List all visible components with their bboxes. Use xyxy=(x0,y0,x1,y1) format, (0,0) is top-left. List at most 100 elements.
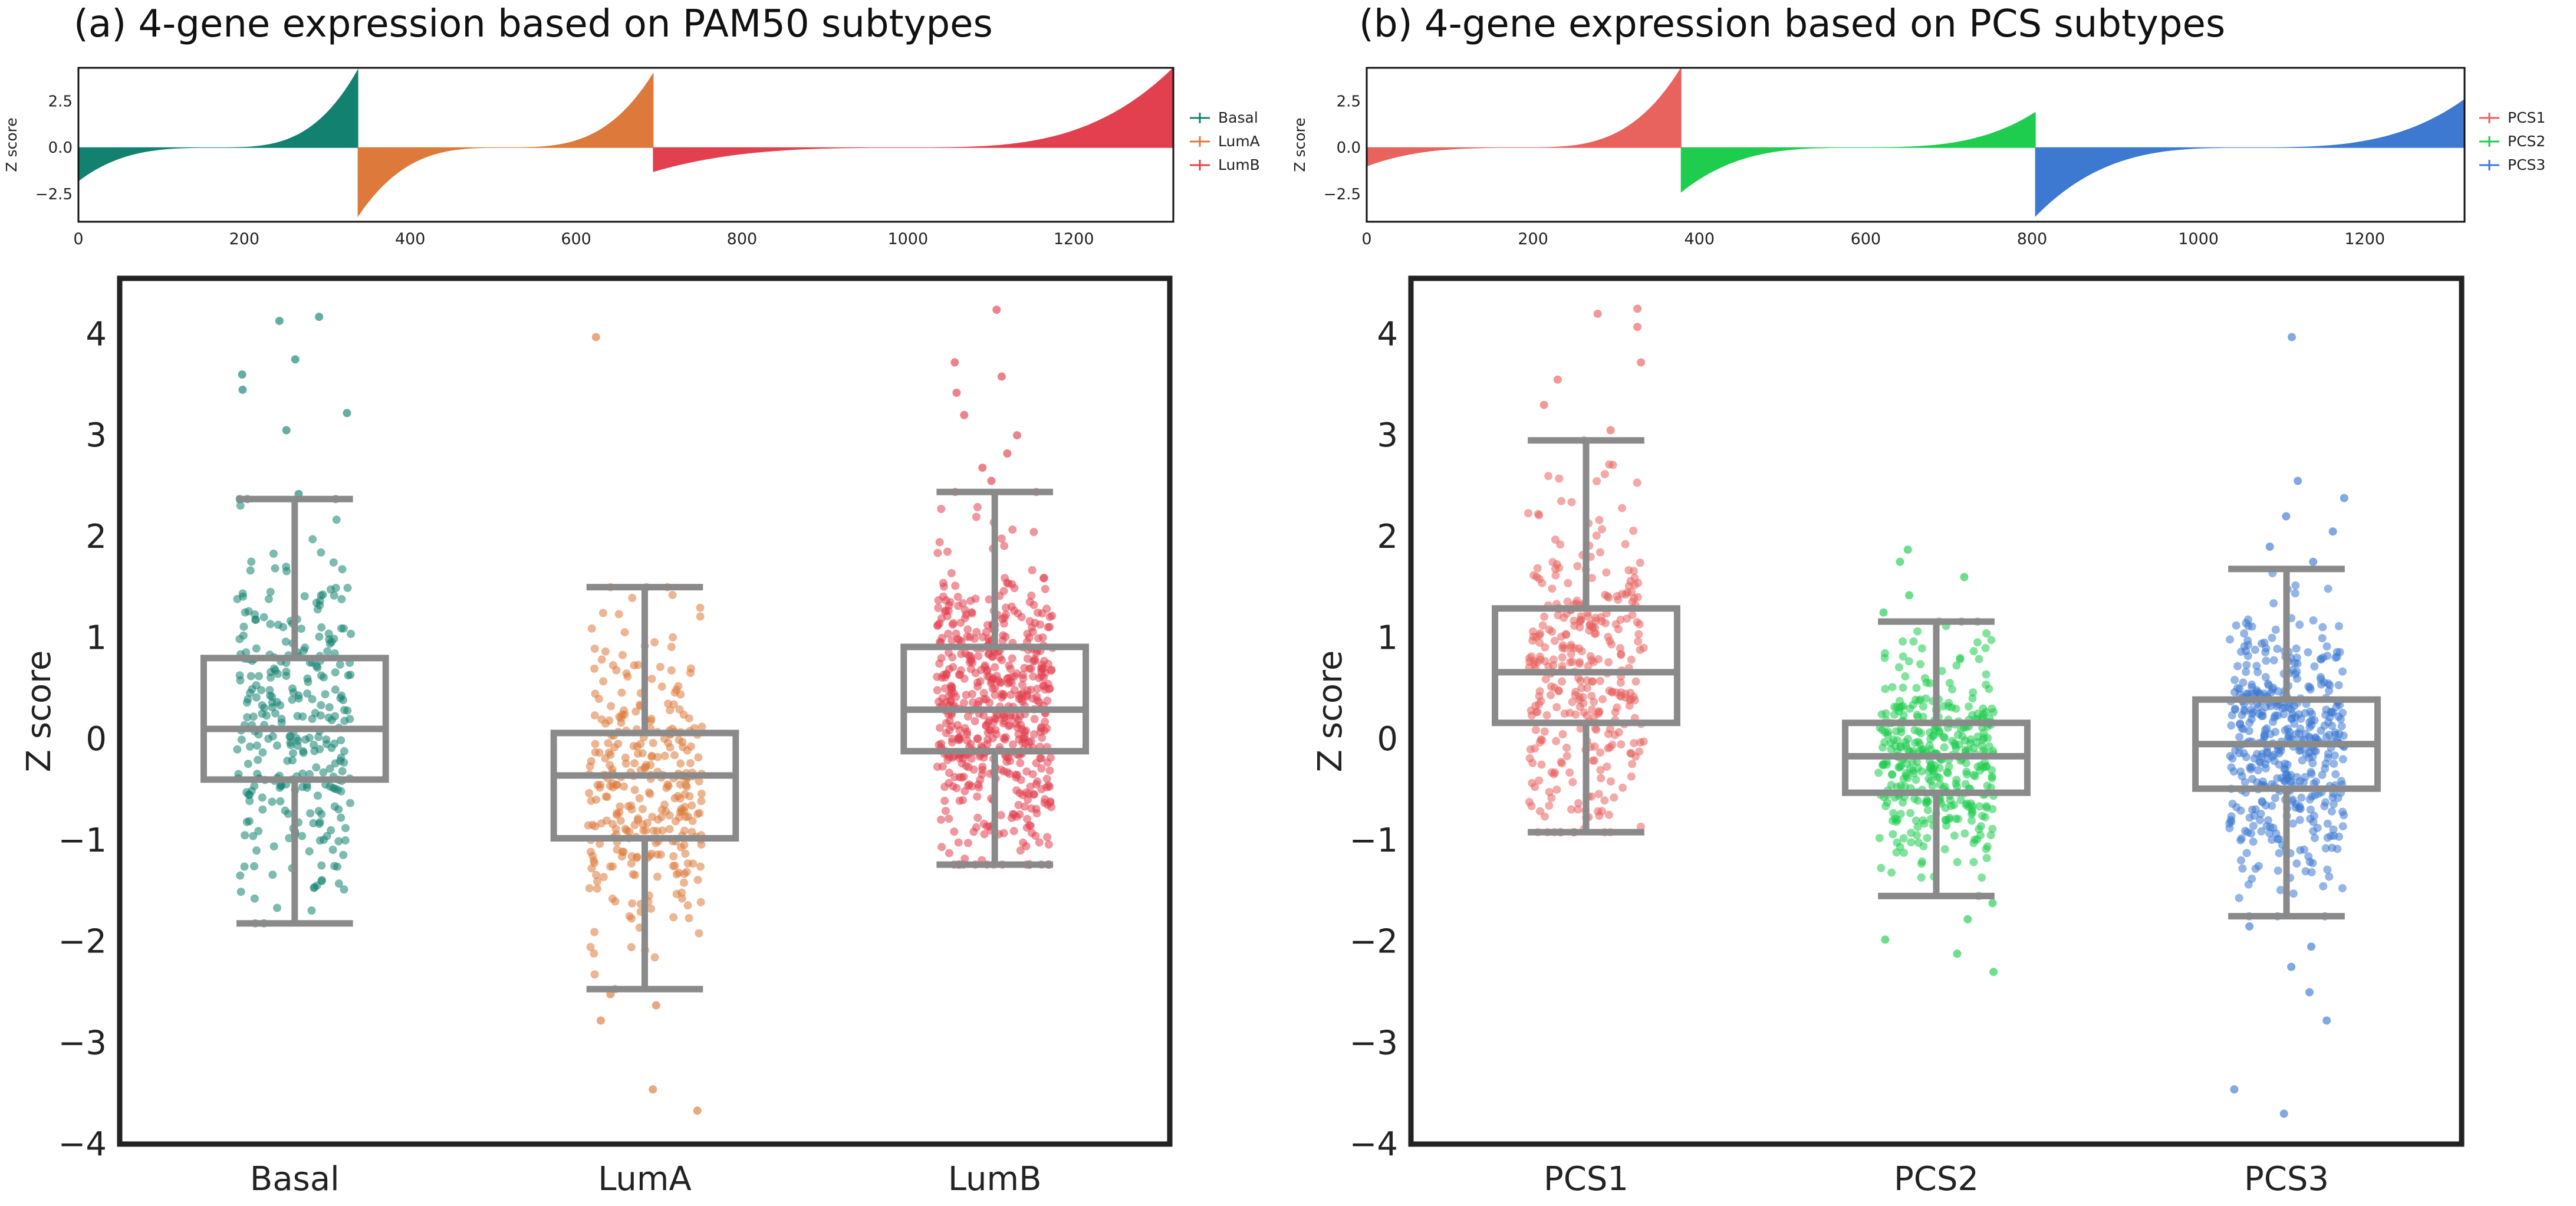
data-point xyxy=(267,673,275,682)
y-tick-label: 3 xyxy=(85,416,107,455)
data-point xyxy=(1596,548,1604,557)
data-point xyxy=(2287,714,2296,723)
data-point xyxy=(306,809,315,818)
data-point xyxy=(2330,760,2338,768)
data-point xyxy=(1899,834,1908,843)
data-point xyxy=(337,624,346,633)
data-point xyxy=(1616,678,1625,687)
data-point xyxy=(321,690,330,699)
waterfall-chart-a: Basal LumA LumB 0 200 400 600 800 1000 1200 −2.5 0.… xyxy=(3,67,1260,248)
data-point xyxy=(686,759,695,768)
data-point xyxy=(1923,834,1932,842)
data-point xyxy=(319,768,328,777)
data-point xyxy=(630,870,639,879)
data-point xyxy=(2249,821,2258,830)
data-point xyxy=(2325,686,2334,695)
data-point xyxy=(2321,798,2330,807)
data-point xyxy=(2291,581,2300,590)
data-point xyxy=(1547,691,1555,699)
data-point xyxy=(2258,798,2267,807)
data-point xyxy=(1008,654,1016,663)
data-point xyxy=(1010,584,1019,593)
data-point xyxy=(1027,592,1036,600)
data-point xyxy=(954,838,963,847)
data-point xyxy=(269,842,278,851)
data-point xyxy=(1923,806,1932,814)
data-point xyxy=(991,726,1000,734)
data-point xyxy=(669,852,678,860)
data-point xyxy=(2242,660,2251,669)
data-point xyxy=(1541,812,1549,821)
data-point xyxy=(1558,641,1567,650)
data-point xyxy=(245,817,254,826)
data-point xyxy=(1042,774,1051,783)
data-point xyxy=(308,535,317,544)
data-point xyxy=(697,797,706,806)
data-point xyxy=(947,569,956,577)
data-point xyxy=(1968,694,1977,703)
data-point xyxy=(1631,677,1640,686)
data-point xyxy=(1924,774,1933,783)
data-point xyxy=(1889,816,1897,825)
data-point xyxy=(1019,838,1028,847)
data-point xyxy=(1935,728,1944,737)
data-point xyxy=(2225,824,2234,833)
data-point xyxy=(608,765,617,774)
data-point xyxy=(1988,805,1997,813)
data-point xyxy=(2309,827,2318,836)
x-category-label: Basal xyxy=(250,1160,340,1198)
data-point xyxy=(1567,498,1576,507)
data-point xyxy=(337,813,346,822)
data-point xyxy=(1635,620,1644,629)
data-point xyxy=(968,658,977,667)
data-point xyxy=(237,735,246,744)
data-point xyxy=(968,782,976,791)
data-point xyxy=(1005,661,1014,670)
data-point xyxy=(590,859,599,867)
data-point xyxy=(2308,759,2317,768)
outlier-point xyxy=(2288,333,2296,341)
data-point xyxy=(966,633,975,642)
data-point xyxy=(2316,655,2325,663)
data-point xyxy=(1604,593,1613,602)
data-point xyxy=(1009,810,1018,819)
data-point xyxy=(2256,816,2264,824)
data-point xyxy=(2329,825,2338,834)
data-point xyxy=(1029,657,1038,666)
data-point xyxy=(1045,766,1054,775)
data-point xyxy=(675,705,684,714)
data-point xyxy=(1562,751,1571,760)
data-point xyxy=(996,678,1005,687)
data-point xyxy=(274,620,282,629)
data-point xyxy=(680,840,689,849)
data-point xyxy=(1598,695,1607,704)
data-point xyxy=(641,761,650,770)
data-point xyxy=(1595,515,1604,524)
data-point xyxy=(657,813,666,821)
boxplot-chart-b: PCS1 PCS2 PCS3 −4 −3 −2 −1 0 1 2 3 4 Z score xyxy=(1311,275,2465,1198)
data-point xyxy=(1887,868,1896,877)
data-point xyxy=(2337,722,2346,731)
data-point xyxy=(317,877,326,886)
data-point xyxy=(304,678,312,686)
data-point xyxy=(2331,770,2340,778)
data-point xyxy=(594,695,603,703)
data-point xyxy=(933,548,942,557)
data-point xyxy=(2310,662,2319,671)
data-point xyxy=(1563,597,1572,606)
data-point xyxy=(985,637,994,646)
data-point xyxy=(1554,611,1562,620)
data-point xyxy=(671,817,680,826)
data-point xyxy=(2307,770,2316,778)
data-point xyxy=(953,593,962,602)
y-tick-label: 0 xyxy=(85,720,107,758)
data-point xyxy=(2318,623,2327,632)
outlier-point xyxy=(950,358,959,367)
data-point xyxy=(955,735,964,744)
data-point xyxy=(1981,813,1989,821)
data-point xyxy=(698,722,706,731)
data-point xyxy=(320,836,328,844)
legend-label-LumB: LumB xyxy=(1218,156,1260,173)
data-point xyxy=(1628,760,1637,768)
data-point xyxy=(627,859,636,868)
